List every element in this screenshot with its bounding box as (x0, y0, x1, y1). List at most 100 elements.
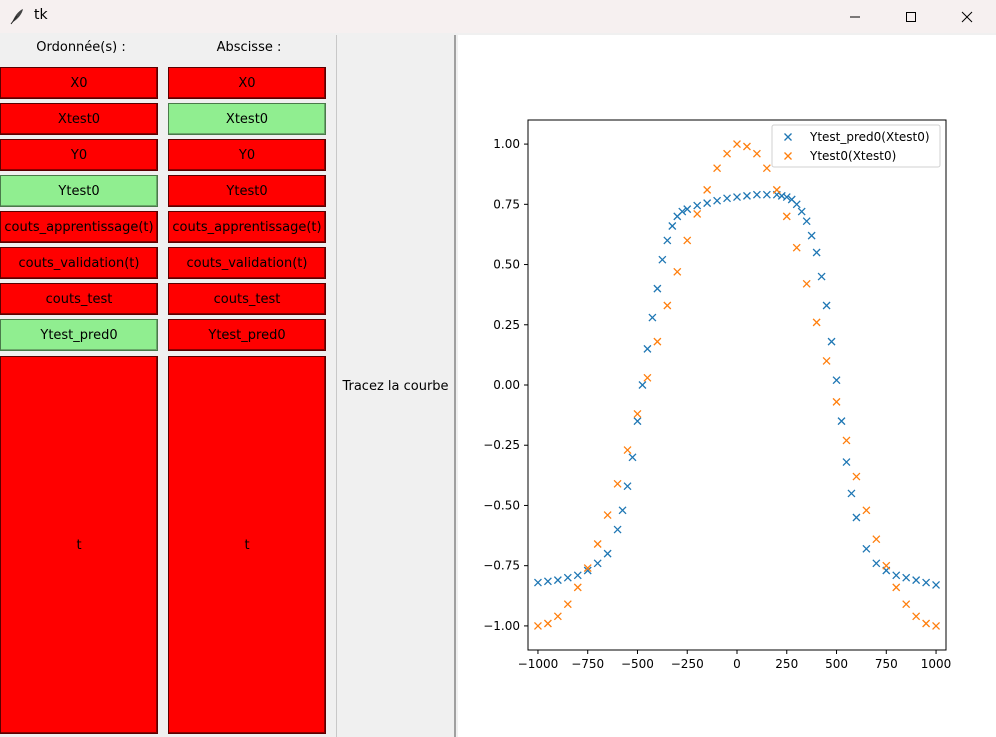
series-0-point (633, 417, 642, 426)
abscissa-button-label: Y0 (238, 147, 256, 163)
ordinate-button-ytest0[interactable]: Ytest0 (0, 175, 158, 207)
ordinate-header: Ordonnée(s) : (36, 40, 126, 55)
series-1-point (693, 209, 702, 218)
series-0-point (812, 248, 821, 257)
series-0-point (842, 458, 851, 467)
ordinate-button-x0[interactable]: X0 (0, 67, 158, 99)
ordinate-button-xtest0[interactable]: Xtest0 (0, 103, 158, 135)
legend-box (771, 124, 941, 168)
series-1-point (703, 185, 712, 194)
series-0-point (573, 571, 582, 580)
series-1-point (822, 356, 831, 365)
series-1-point (653, 337, 662, 346)
series-1-point (842, 436, 851, 445)
series-0-point (872, 559, 881, 568)
ordinate-button-label: Xtest0 (57, 111, 101, 127)
series-0-point (543, 577, 552, 586)
series-0-point (563, 573, 572, 582)
ordinate-button-label: couts_apprentissage(t) (4, 219, 154, 235)
series-1-point (733, 140, 741, 149)
abscissa-button-ytest-pred0[interactable]: Ytest_pred0 (168, 319, 326, 351)
series-1-point (902, 600, 911, 609)
title-bar: tk (0, 0, 996, 33)
abscissa-button-label: t (244, 537, 250, 553)
series-1-point (603, 511, 612, 520)
plot-canvas: −1000 −750 −500 −250 0 250 500 750 1000 1.00 0.75 0… (458, 35, 996, 737)
series-1-point (533, 621, 542, 630)
abscissa-button-y0[interactable]: Y0 (168, 139, 326, 171)
ordinate-button-couts-validation-t[interactable]: couts_validation(t) (0, 247, 158, 279)
ordinate-button-label: X0 (70, 75, 88, 91)
ordinate-button-couts-test[interactable]: couts_test (0, 283, 158, 315)
legend-marker (784, 133, 792, 141)
ordinate-button-label: couts_test (45, 291, 113, 307)
series-0-point (713, 196, 722, 205)
series-1-point (623, 446, 632, 455)
abscissa-button-couts-validation-t[interactable]: couts_validation(t) (168, 247, 326, 279)
abscissa-button-couts-test[interactable]: couts_test (168, 283, 326, 315)
series-1-point (563, 600, 572, 609)
series-0-point (553, 576, 562, 585)
abscissa-button-x0[interactable]: X0 (168, 67, 326, 99)
series-0-point (817, 272, 826, 281)
series-1-point (643, 373, 652, 382)
series-0-point (782, 193, 791, 202)
series-0-point (693, 201, 702, 210)
maximize-button[interactable] (882, 0, 940, 33)
legend-label: Ytest_pred0(Xtest0) (809, 130, 930, 144)
series-1-point (882, 561, 891, 570)
series-0-point (628, 453, 637, 462)
series-0-point (593, 559, 602, 568)
series-0-point (832, 376, 841, 385)
series-1-point (553, 612, 562, 621)
y-tick-label: −0.25 (483, 438, 520, 452)
series-0-point (762, 190, 771, 199)
series-1-point (613, 479, 622, 488)
series-0-point (742, 191, 751, 200)
y-tick-label: 0.50 (493, 258, 520, 272)
series-0-point (638, 381, 647, 389)
series-1-point (932, 621, 941, 630)
abscissa-button-xtest0[interactable]: Xtest0 (168, 103, 326, 135)
series-0-point (792, 200, 801, 209)
y-tick-label: 0.25 (493, 318, 520, 332)
abscissa-header: Abscisse : (216, 40, 282, 55)
series-0-point (703, 199, 712, 208)
ordinate-button-label: Y0 (70, 147, 88, 163)
close-button[interactable] (938, 0, 996, 33)
series-0-point (847, 489, 856, 498)
series-1-point (772, 185, 781, 194)
ordinate-button-couts-apprentissage-t[interactable]: couts_apprentissage(t) (0, 211, 158, 243)
x-tick-label: −500 (621, 657, 654, 671)
series-0-point (932, 580, 941, 589)
series-1-point (892, 583, 901, 592)
series-1-point (812, 318, 821, 327)
y-tick-label: 0.75 (493, 197, 520, 211)
window-title: tk (34, 7, 48, 23)
series-0-point (733, 193, 741, 202)
series-1-point (852, 472, 861, 481)
series-1-point (633, 409, 642, 418)
series-0-point (822, 301, 831, 310)
ordinate-button-y0[interactable]: Y0 (0, 139, 158, 171)
series-0-point (623, 482, 632, 491)
series-1-point (683, 236, 692, 245)
abscissa-button-label: couts_test (213, 291, 281, 307)
series-0-point (777, 191, 786, 200)
abscissa-button-couts-apprentissage-t[interactable]: couts_apprentissage(t) (168, 211, 326, 243)
y-tick-label: −0.75 (483, 559, 520, 573)
plot-curve-button[interactable]: Tracez la courbe (336, 35, 456, 737)
legend-label: Ytest0(Xtest0) (809, 149, 896, 163)
minimize-button[interactable] (826, 0, 884, 33)
ordinate-button-ytest-pred0[interactable]: Ytest_pred0 (0, 319, 158, 351)
abscissa-button-label: couts_apprentissage(t) (172, 219, 322, 235)
series-1-point (673, 267, 682, 276)
ordinate-button-label: t (76, 537, 82, 553)
ordinate-button-t[interactable]: t (0, 356, 158, 734)
series-1-point (713, 164, 722, 173)
abscissa-button-ytest0[interactable]: Ytest0 (168, 175, 326, 207)
series-0-point (902, 573, 911, 582)
abscissa-button-t[interactable]: t (168, 356, 326, 734)
series-1-point (862, 506, 871, 515)
series-0-point (653, 284, 662, 293)
